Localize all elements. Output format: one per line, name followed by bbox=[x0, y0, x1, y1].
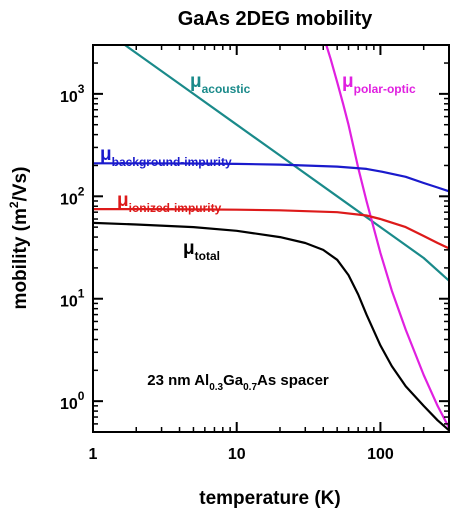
series-label-background-impurity: μbackground-impurity bbox=[100, 144, 232, 169]
series-line-ionized-impurity bbox=[93, 208, 449, 250]
x-tick-label: 10 bbox=[228, 446, 246, 463]
series-line-acoustic bbox=[123, 45, 449, 282]
y-axis-label: mobility (m2/Vs) bbox=[7, 167, 31, 310]
spacer-annotation: 23 nm Al0.3Ga0.7As spacer bbox=[147, 372, 329, 393]
x-tick-label: 100 bbox=[367, 446, 394, 463]
plot-frame bbox=[92, 44, 450, 433]
series-labels: μacoustic μpolar-optic μbackground-impurit… bbox=[100, 71, 416, 263]
y-axis-label-end: /Vs) bbox=[10, 167, 31, 202]
y-tick-label: 101 bbox=[60, 287, 85, 311]
y-tick-label: 103 bbox=[60, 82, 85, 106]
series-layer bbox=[93, 45, 449, 432]
y-tick-label: 100 bbox=[60, 389, 85, 413]
series-label-polar-optic: μpolar-optic bbox=[342, 71, 416, 96]
y-axis-label-sup: 2 bbox=[7, 201, 21, 208]
series-line-background-impurity bbox=[93, 162, 449, 193]
x-axis-label: temperature (K) bbox=[199, 488, 340, 509]
series-label-total: μtotal bbox=[183, 238, 220, 263]
y-tick-label: 102 bbox=[60, 184, 85, 208]
series-label-acoustic: μacoustic bbox=[190, 71, 251, 96]
x-tick-label: 1 bbox=[89, 446, 98, 463]
ticks-layer: 1 10 100 100 101 102 103 bbox=[60, 44, 450, 463]
series-label-ionized-impurity: μionized-impurity bbox=[117, 190, 222, 215]
y-axis-label-main: mobility (m bbox=[10, 208, 31, 309]
series-line-polar-optic bbox=[325, 45, 449, 429]
series-line-total bbox=[93, 221, 449, 432]
chart-title: GaAs 2DEG mobility bbox=[178, 8, 373, 30]
